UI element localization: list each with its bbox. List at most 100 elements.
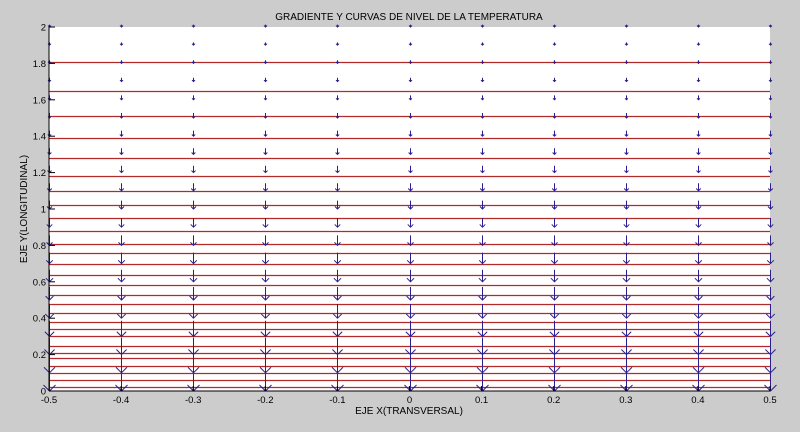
- gradient-arrow: [188, 320, 199, 338]
- gradient-arrow: [117, 269, 126, 283]
- gradient-arrow: [552, 24, 557, 28]
- gradient-arrow: [333, 269, 342, 283]
- gradient-arrow: [118, 218, 125, 228]
- y-tick-label: 2: [41, 23, 46, 34]
- gradient-arrow: [408, 42, 413, 46]
- gradient-arrow: [408, 148, 413, 156]
- gradient-arrow: [263, 165, 268, 174]
- gradient-arrow: [764, 354, 777, 374]
- gradient-arrow: [768, 24, 773, 28]
- gradient-arrow: [263, 130, 268, 137]
- gradient-arrow: [333, 287, 342, 301]
- gradient-arrow: [116, 304, 127, 319]
- gradient-arrow: [191, 95, 196, 101]
- chart-title: GRADIENTE Y CURVAS DE NIVEL DE LA TEMPER…: [275, 12, 543, 23]
- gradient-arrow: [191, 42, 196, 46]
- gradient-arrow: [692, 354, 705, 374]
- gradient-arrow: [262, 218, 269, 228]
- gradient-arrow: [624, 130, 629, 137]
- gradient-arrow: [119, 165, 124, 174]
- gradient-arrow: [624, 148, 629, 156]
- gradient-arrow: [695, 218, 702, 228]
- x-ticks: -0.5 -0.4 -0.3 -0.2 -0.1 0 0.1 0.2 0.3 0.4 0.5: [41, 386, 777, 406]
- gradient-arrow: [190, 218, 197, 228]
- gradient-arrow: [404, 354, 417, 374]
- gradient-arrow: [477, 337, 488, 356]
- gradient-arrow: [408, 24, 413, 28]
- gradient-arrow: [624, 113, 629, 119]
- gradient-arrow: [260, 337, 271, 356]
- gradient-arrow: [768, 165, 773, 174]
- gradient-arrow: [694, 287, 703, 301]
- y-tick-label: 1.6: [33, 95, 46, 106]
- gradient-arrow: [260, 304, 271, 319]
- gradient-arrow: [119, 130, 124, 137]
- x-axis-label: EJE X(TRANSVERSAL): [355, 406, 463, 417]
- gradient-arrow: [335, 148, 340, 156]
- gradient-arrow: [624, 42, 629, 46]
- y-ticks: 0 0.2 0.4 0.6 0.8 1 1.2 1.4 1.6 1.8 2: [33, 23, 55, 398]
- gradient-arrow: [187, 354, 200, 374]
- gradient-arrow: [696, 42, 701, 46]
- gradient-arrow: [621, 304, 632, 319]
- gradient-arrow: [624, 77, 629, 83]
- gradient-arrow: [408, 113, 413, 119]
- gradient-arrow: [696, 95, 701, 101]
- gradient-arrow: [480, 60, 485, 65]
- gradient-arrow: [334, 200, 341, 210]
- gradient-arrow: [550, 287, 559, 301]
- gradient-arrow: [694, 252, 703, 265]
- x-tick-label: 0: [407, 395, 412, 406]
- gradient-arrow: [405, 337, 416, 356]
- gradient-arrow: [406, 252, 415, 265]
- gradient-arrow: [407, 218, 414, 228]
- x-tick-label: 0.3: [619, 395, 632, 406]
- gradient-arrow: [480, 148, 485, 156]
- gradient-arrow: [479, 218, 486, 228]
- gradient-arrow: [623, 183, 630, 192]
- gradient-arrow: [479, 183, 486, 192]
- y-tick-label: 1.8: [33, 59, 46, 70]
- gradient-arrow: [549, 304, 560, 319]
- gradient-arrow: [551, 183, 558, 192]
- gradient-arrow: [408, 130, 413, 137]
- gradient-arrow: [552, 148, 557, 156]
- gradient-arrow: [118, 235, 125, 247]
- gradient-arrow: [552, 95, 557, 101]
- gradient-arrow: [119, 148, 124, 156]
- gradient-arrow: [768, 95, 773, 101]
- gradient-arrow: [765, 304, 776, 319]
- gradient-arrow: [480, 24, 485, 28]
- gradient-arrow: [335, 24, 340, 28]
- gradient-arrow: [768, 42, 773, 46]
- gradient-arrow: [695, 235, 702, 247]
- gradient-arrow: [188, 337, 199, 356]
- y-tick-label: 0.6: [33, 277, 46, 288]
- gradient-arrow: [335, 95, 340, 101]
- gradient-arrow: [477, 320, 488, 338]
- y-tick-label: 0.4: [33, 314, 46, 325]
- gradient-arrow: [190, 235, 197, 247]
- gradient-arrow: [334, 235, 341, 247]
- x-tick-label: -0.1: [329, 395, 345, 406]
- x-tick-label: -0.2: [257, 395, 273, 406]
- gradient-arrow: [623, 235, 630, 247]
- gradient-arrow: [694, 269, 703, 283]
- gradient-arrow: [117, 287, 126, 301]
- gradient-arrow: [335, 165, 340, 174]
- gradient-arrow: [117, 252, 126, 265]
- gradient-arrow: [331, 354, 344, 374]
- gradient-arrow: [335, 42, 340, 46]
- y-tick-label: 1.2: [33, 168, 46, 179]
- gradient-arrow: [263, 77, 268, 83]
- gradient-arrow: [696, 130, 701, 137]
- gradient-arrow: [623, 218, 630, 228]
- gradient-arrow: [767, 183, 774, 192]
- gradient-arrow: [478, 287, 487, 301]
- gradient-arrow: [263, 95, 268, 101]
- gradient-arrow: [549, 320, 560, 338]
- gradient-arrow: [622, 287, 631, 301]
- gradient-arrow: [334, 218, 341, 228]
- gradient-arrow: [768, 60, 773, 65]
- gradient-arrow: [696, 60, 701, 65]
